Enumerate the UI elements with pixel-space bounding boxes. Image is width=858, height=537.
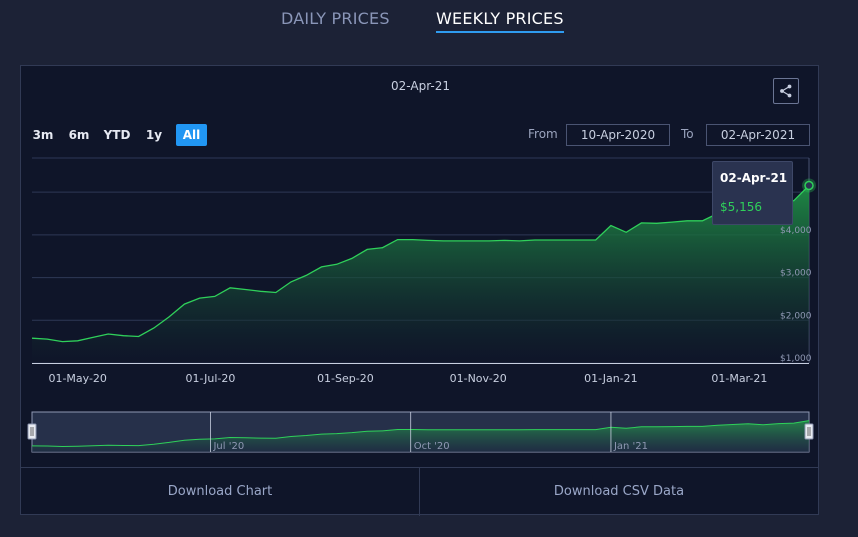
x-tick-label: 01-May-20 (48, 372, 106, 385)
handle-body (27, 423, 37, 440)
y-tick-label: $2,000 (780, 311, 812, 321)
navigator-line (31, 420, 810, 448)
from-label: From (528, 127, 558, 141)
chart-card: 02-Apr-21 3m 6m YTD 1y All From To (20, 65, 819, 516)
download-csv-button[interactable]: Download CSV Data (553, 484, 685, 499)
navigator-left-handle[interactable] (27, 423, 37, 440)
price-tooltip: 02-Apr-21 $5,156 (712, 161, 793, 225)
tooltip-value: $5,156 (720, 200, 762, 214)
navigator-right-handle[interactable] (804, 423, 814, 440)
handle-body (804, 423, 814, 440)
tab-daily-prices[interactable]: DAILY PRICES (281, 9, 390, 28)
range-button-all[interactable]: All (176, 124, 207, 146)
x-tick-label: 01-Jan-21 (584, 372, 638, 385)
price-chart: $1,000 $2,000 $3,000 $4,000 01-May-20 01-Jul-… (27, 157, 816, 453)
x-tick-label: 01-Jul-20 (186, 372, 236, 385)
navigator-tick-label: Jul '20 (212, 441, 244, 452)
range-button-ytd[interactable]: YTD (103, 128, 131, 142)
range-button-1y[interactable]: 1y (145, 128, 163, 142)
price-line (31, 185, 810, 343)
price-tabs: DAILY PRICES WEEKLY PRICES (0, 0, 858, 40)
share-icon (780, 84, 792, 98)
last-point-marker (804, 180, 814, 191)
tooltip-date: 02-Apr-21 (720, 171, 788, 185)
download-buttons: Download Chart Download CSV Data (21, 467, 818, 516)
share-button[interactable] (773, 78, 799, 104)
range-button-6m[interactable]: 6m (68, 128, 90, 142)
navigator-area (32, 420, 809, 452)
navigator-tick-label: Oct '20 (414, 441, 450, 452)
y-tick-label: $3,000 (780, 269, 812, 279)
x-tick-label: 01-Mar-21 (711, 372, 767, 385)
from-date-input[interactable] (566, 124, 670, 146)
chart-title: 02-Apr-21 (391, 79, 450, 93)
to-label: To (681, 127, 694, 141)
tab-weekly-prices[interactable]: WEEKLY PRICES (436, 9, 564, 33)
x-tick-label: 01-Sep-20 (317, 372, 374, 385)
x-tick-label: 01-Nov-20 (450, 372, 507, 385)
y-tick-label: $1,000 (780, 354, 812, 364)
to-date-input[interactable] (706, 124, 810, 146)
navigator-tick-label: Jan '21 (613, 441, 648, 452)
download-chart-button[interactable]: Download Chart (21, 468, 420, 516)
y-tick-label: $4,000 (780, 226, 812, 236)
range-button-3m[interactable]: 3m (32, 128, 54, 142)
price-area (32, 185, 809, 363)
